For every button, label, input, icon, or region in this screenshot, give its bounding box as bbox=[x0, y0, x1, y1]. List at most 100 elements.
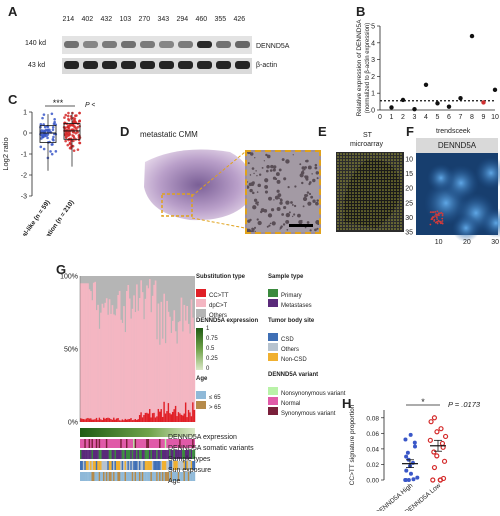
sample-type-cell bbox=[117, 450, 120, 459]
jitter-point bbox=[41, 134, 44, 137]
dpct-bar bbox=[127, 284, 130, 422]
significant-spot bbox=[434, 221, 437, 224]
array-spot bbox=[349, 174, 351, 176]
array-spot bbox=[349, 210, 351, 212]
jitter-point bbox=[39, 145, 43, 149]
tissue-section-svg bbox=[144, 149, 254, 221]
cctt-bar bbox=[108, 418, 111, 422]
cell-speckle bbox=[268, 224, 271, 227]
cell-speckle bbox=[291, 215, 294, 218]
cctt-bar bbox=[192, 402, 194, 422]
array-spot bbox=[364, 168, 366, 170]
age-cell bbox=[90, 472, 92, 481]
cell-speckle bbox=[316, 177, 319, 180]
mw-140-label: 140 kd bbox=[25, 40, 47, 47]
y-tick-label: 0.08 bbox=[366, 415, 379, 422]
significant-spot bbox=[431, 211, 434, 214]
cctt-bar bbox=[144, 412, 147, 422]
jitter-point bbox=[42, 123, 45, 126]
cctt-bar bbox=[82, 419, 85, 422]
cctt-bar bbox=[127, 419, 130, 422]
dpct-bar bbox=[113, 314, 115, 422]
cell-speckle bbox=[293, 204, 297, 208]
cell-speckle bbox=[302, 205, 305, 208]
array-spot bbox=[382, 171, 384, 173]
age-cell bbox=[130, 472, 132, 481]
age-cell bbox=[81, 472, 84, 481]
dennd5a-band bbox=[83, 41, 98, 48]
array-spot bbox=[385, 177, 387, 179]
sun-exposure-cell bbox=[120, 461, 122, 470]
array-spot bbox=[376, 162, 378, 164]
array-spot bbox=[346, 189, 348, 191]
y-axis-label: Log2 ratio bbox=[1, 137, 10, 170]
sun-exposure-cell bbox=[146, 461, 148, 470]
array-spot bbox=[391, 153, 393, 155]
array-spot bbox=[340, 189, 342, 191]
array-spot bbox=[373, 210, 375, 212]
cctt-bar bbox=[193, 409, 196, 422]
array-spot bbox=[358, 162, 360, 164]
array-spot bbox=[337, 213, 339, 215]
dpct-bar bbox=[172, 320, 174, 422]
array-spot bbox=[340, 156, 342, 158]
dpct-bar bbox=[156, 339, 158, 422]
age-cell bbox=[133, 472, 135, 481]
cell-speckle bbox=[316, 227, 319, 230]
y-tick-label: 35 bbox=[405, 230, 413, 237]
array-spot bbox=[364, 195, 366, 197]
age-cell bbox=[150, 472, 153, 481]
cctt-bar bbox=[103, 417, 105, 422]
array-spot bbox=[352, 156, 354, 158]
sun-exposure-cell bbox=[113, 461, 115, 470]
age-cell bbox=[159, 472, 161, 481]
array-spot bbox=[400, 174, 402, 176]
array-spot bbox=[361, 210, 363, 212]
array-spot bbox=[340, 195, 342, 197]
age-cell bbox=[87, 472, 89, 481]
cell-speckle bbox=[253, 172, 255, 175]
cctt-bar bbox=[150, 417, 153, 422]
sun-exposure-cell bbox=[100, 461, 102, 470]
x-tick-label: 5 bbox=[436, 114, 440, 121]
array-spot bbox=[349, 198, 351, 200]
age-cell bbox=[117, 472, 120, 481]
array-spot bbox=[391, 156, 393, 158]
data-point bbox=[442, 433, 449, 440]
array-spot bbox=[367, 171, 369, 173]
array-spot bbox=[373, 198, 375, 200]
significant-spot bbox=[429, 211, 432, 214]
variant-mark bbox=[84, 439, 86, 448]
cell-speckle bbox=[307, 201, 312, 206]
age-cell bbox=[121, 472, 124, 481]
array-spot bbox=[388, 177, 390, 179]
age-cell bbox=[128, 472, 131, 481]
sample-type-cell bbox=[113, 450, 115, 459]
sun-exposure-cell bbox=[95, 461, 98, 470]
array-spot bbox=[382, 210, 384, 212]
array-spot bbox=[376, 159, 378, 161]
cctt-bar bbox=[100, 419, 102, 422]
age-cell bbox=[108, 472, 111, 481]
array-spot bbox=[337, 156, 339, 158]
jitter-point bbox=[44, 129, 47, 132]
cctt-bar bbox=[187, 409, 190, 422]
dpct-bar bbox=[190, 299, 193, 422]
age-cell bbox=[136, 472, 138, 481]
age-cell bbox=[138, 472, 141, 481]
array-spot bbox=[370, 213, 372, 215]
array-spot bbox=[397, 225, 399, 227]
dpct-bar bbox=[108, 299, 111, 422]
lane-label: 294 bbox=[176, 16, 189, 23]
dpct-bar bbox=[153, 284, 155, 422]
sun-exposure-cell bbox=[151, 461, 154, 470]
jitter-point bbox=[72, 139, 75, 143]
array-spot bbox=[349, 183, 351, 185]
x-tick-label: 10 bbox=[435, 239, 443, 246]
array-spot bbox=[382, 207, 384, 209]
array-spot bbox=[379, 198, 381, 200]
sun-exposure-cell bbox=[111, 461, 114, 470]
cell-speckle bbox=[276, 206, 281, 211]
cell-speckle bbox=[286, 228, 289, 231]
array-spot bbox=[376, 189, 378, 191]
